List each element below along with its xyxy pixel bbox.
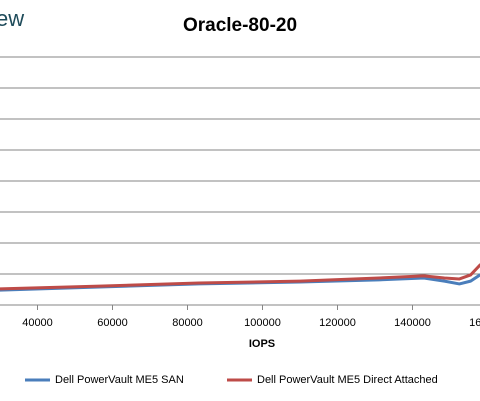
x-tick-label: 80000 (172, 317, 203, 329)
x-tick-label: 140000 (394, 317, 431, 329)
x-tick-label: 100000 (244, 317, 281, 329)
series-line (0, 263, 480, 291)
legend-label: Dell PowerVault ME5 Direct Attached (257, 374, 438, 386)
x-axis-label: IOPS (249, 338, 275, 350)
x-tick-label: 120000 (319, 317, 356, 329)
x-tick-label: 60000 (97, 317, 128, 329)
x-tick-label: 160000 (469, 317, 480, 329)
chart-title: Oracle-80-20 (183, 15, 297, 36)
x-tick-label: 40000 (22, 317, 53, 329)
logo: ew (0, 6, 24, 31)
legend-label: Dell PowerVault ME5 SAN (55, 374, 184, 386)
